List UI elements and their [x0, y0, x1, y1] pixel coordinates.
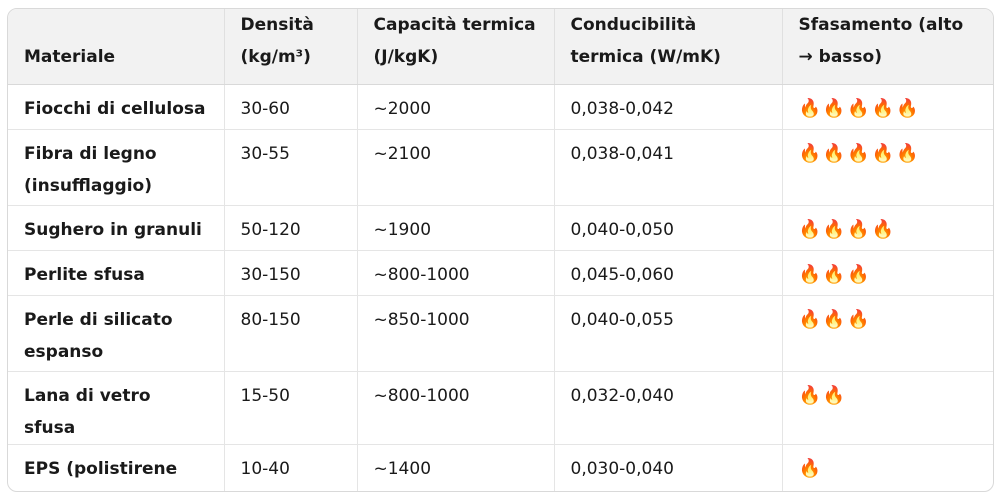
cell-conducibilita: 0,038-0,042 — [554, 84, 783, 130]
table-body: Fiocchi di cellulosa 30-60 ~2000 0,038-0… — [8, 84, 993, 491]
cell-materiale: Fibra di legno (insufflaggio) — [8, 129, 225, 206]
cell-capacita: ~2100 — [357, 129, 555, 206]
cell-sfasamento-flame-icons: 🔥🔥🔥 — [782, 250, 993, 296]
material-comparison-table: Materiale Densità (kg/m³) Capacità termi… — [7, 8, 994, 492]
cell-capacita: ~850-1000 — [357, 295, 555, 372]
table-row: EPS (polistirene espanso) 10-40 ~1400 0,… — [8, 444, 993, 491]
table-row: Sughero in granuli 50-120 ~1900 0,040-0,… — [8, 205, 993, 251]
header-materiale: Materiale — [8, 9, 225, 85]
cell-capacita: ~2000 — [357, 84, 555, 130]
table-row: Lana di vetro sfusa 15-50 ~800-1000 0,03… — [8, 371, 993, 445]
cell-capacita: ~800-1000 — [357, 371, 555, 445]
table-row: Perlite sfusa 30-150 ~800-1000 0,045-0,0… — [8, 250, 993, 296]
cell-densita: 30-150 — [224, 250, 358, 296]
cell-conducibilita: 0,040-0,050 — [554, 205, 783, 251]
cell-materiale: Perlite sfusa — [8, 250, 225, 296]
table-row: Perle di silicato espanso 80-150 ~850-10… — [8, 295, 993, 372]
cell-densita: 50-120 — [224, 205, 358, 251]
header-row: Materiale Densità (kg/m³) Capacità termi… — [8, 9, 993, 85]
cell-conducibilita: 0,045-0,060 — [554, 250, 783, 296]
cell-sfasamento-flame-icons: 🔥 — [798, 458, 823, 479]
cell-materiale: Fiocchi di cellulosa — [8, 84, 225, 130]
header-capacita-termica: Capacità termica (J/kgK) — [357, 9, 555, 85]
cell-sfasamento-flame-icons: 🔥🔥🔥🔥 — [782, 205, 993, 251]
cell-densita: 80-150 — [224, 295, 358, 372]
cell-sfasamento-flame-icons: 🔥🔥🔥 — [782, 295, 993, 372]
cell-densita: 15-50 — [224, 371, 358, 445]
table-row: Fibra di legno (insufflaggio) 30-55 ~210… — [8, 129, 993, 206]
cell-sfasamento-flame-icons: 🔥🔥 — [782, 371, 993, 445]
cell-densita: 30-55 — [224, 129, 358, 206]
cell-materiale: Lana di vetro sfusa — [8, 371, 225, 445]
cell-materiale: Sughero in granuli — [8, 205, 225, 251]
cell-densita: 10-40 — [224, 444, 358, 491]
header-conducibilita-termica: Conducibilità termica (W/mK) — [554, 9, 783, 85]
header-densita: Densità (kg/m³) — [224, 9, 358, 85]
cell-sfasamento-flame-icons: 🔥🔥🔥🔥🔥 — [782, 129, 993, 206]
cell-sfasamento-flame-icons: 🔥🔥🔥🔥🔥 — [782, 84, 993, 130]
cell-conducibilita: 0,032-0,040 — [554, 371, 783, 445]
header-sfasamento: Sfasamento (alto → basso) — [782, 9, 993, 85]
cell-densita: 30-60 — [224, 84, 358, 130]
cell-capacita: ~1900 — [357, 205, 555, 251]
cell-capacita: ~800-1000 — [357, 250, 555, 296]
cell-conducibilita: 0,040-0,055 — [554, 295, 783, 372]
data-table: Materiale Densità (kg/m³) Capacità termi… — [8, 9, 993, 491]
cell-conducibilita: 0,030-0,040 — [554, 444, 783, 491]
table-row: Fiocchi di cellulosa 30-60 ~2000 0,038-0… — [8, 84, 993, 130]
cell-capacita: ~1400 — [357, 444, 555, 491]
table-header: Materiale Densità (kg/m³) Capacità termi… — [8, 9, 993, 85]
cell-materiale: Perle di silicato espanso — [8, 295, 225, 372]
cell-conducibilita: 0,038-0,041 — [554, 129, 783, 206]
cell-materiale: EPS (polistirene espanso) — [8, 444, 225, 491]
